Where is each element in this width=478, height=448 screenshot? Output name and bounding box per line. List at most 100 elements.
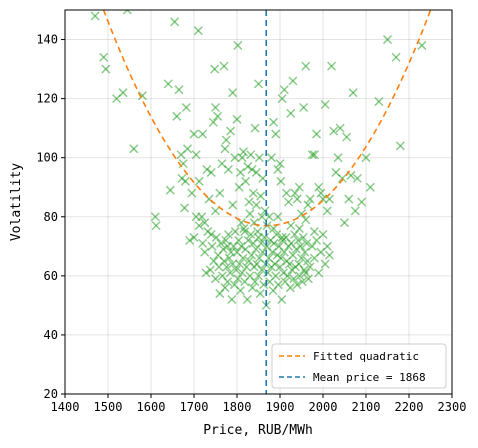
scatter-point	[278, 268, 288, 278]
scatter-point	[118, 88, 128, 98]
scatter-point	[277, 232, 287, 242]
scatter-point	[269, 238, 279, 248]
scatter-point	[291, 244, 301, 254]
scatter-point	[275, 159, 285, 169]
scatter-point	[228, 88, 238, 98]
scatter-point	[335, 123, 345, 133]
scatter-point	[240, 227, 250, 237]
scatter-point	[183, 144, 193, 154]
scatter-point	[219, 256, 229, 266]
scatter-point	[198, 238, 208, 248]
scatter-point	[290, 188, 300, 198]
scatter-point	[99, 52, 109, 62]
scatter-point	[228, 200, 238, 210]
x-tick-label: 1800	[223, 400, 252, 414]
scatter-point	[294, 182, 304, 192]
scatter-point	[201, 268, 211, 278]
scatter-point	[236, 218, 246, 228]
scatter-point	[352, 173, 362, 183]
scatter-point	[220, 283, 230, 293]
scatter-point	[241, 262, 251, 272]
scatter-point	[296, 209, 307, 219]
scatter-point	[122, 10, 132, 15]
scatter-point	[277, 294, 287, 305]
scatter-point	[339, 218, 350, 228]
scatter-point	[210, 64, 220, 74]
scatter-point	[230, 153, 240, 163]
scatter-point	[218, 244, 228, 254]
scatter-point	[292, 194, 302, 204]
scatter-point	[300, 247, 310, 257]
scatter-point	[305, 262, 315, 272]
scatter-point	[361, 153, 371, 163]
scatter-point	[90, 11, 100, 21]
scatter-point	[172, 111, 182, 121]
scatter-point	[256, 238, 266, 248]
y-tick-label: 40	[44, 328, 58, 342]
scatter-point	[302, 256, 313, 266]
scatter-point	[276, 176, 286, 186]
scatter-point	[257, 265, 267, 275]
scatter-point	[150, 212, 160, 222]
scatter-point	[298, 232, 308, 242]
scatter-point	[266, 153, 276, 163]
scatter-point	[273, 212, 283, 222]
scatter-point	[233, 274, 243, 284]
scatter-point	[263, 268, 273, 278]
scatter-point	[314, 182, 324, 192]
scatter-point	[296, 253, 307, 263]
scatter-point	[206, 229, 216, 240]
scatter-point	[246, 229, 256, 240]
scatter-point	[234, 235, 244, 245]
scatter-point	[189, 129, 199, 139]
scatter-point	[174, 85, 184, 95]
scatter-point	[318, 229, 328, 240]
scatter-point	[260, 206, 270, 216]
plot-frame	[64, 9, 453, 395]
scatter-point	[253, 79, 264, 89]
legend-fit-label: Fitted quadratic	[313, 350, 419, 363]
scatter-point	[312, 129, 322, 139]
x-tick-label: 1900	[266, 400, 295, 414]
y-axis-label: Volatility	[9, 163, 24, 241]
legend-mean-label: Mean price = 1868	[313, 371, 426, 384]
scatter-point	[271, 271, 281, 281]
scatter-point	[207, 241, 217, 251]
scatter-point	[296, 241, 306, 251]
scatter-point	[205, 265, 215, 275]
scatter-point	[200, 247, 210, 257]
scatter-point	[348, 88, 358, 98]
scatter-point	[185, 235, 195, 245]
x-tick-label: 1600	[137, 400, 166, 414]
scatter-point	[200, 218, 210, 228]
scatter-point	[337, 173, 347, 183]
scatter-point	[357, 197, 367, 207]
scatter-point	[255, 289, 265, 299]
scatter-point	[320, 99, 330, 110]
scatter-point	[295, 271, 305, 281]
x-tick-label: 2200	[395, 400, 424, 414]
scatter-point	[202, 164, 212, 175]
scatter-point	[292, 280, 302, 290]
x-tick-label: 1400	[51, 400, 80, 414]
scatter-point	[307, 241, 317, 251]
scatter-point	[281, 188, 291, 198]
scatter-point	[302, 238, 312, 248]
scatter-point	[101, 64, 111, 74]
scatter-point	[187, 188, 197, 198]
scatter-point	[333, 153, 343, 163]
scatter-point	[279, 247, 289, 257]
scatter-point	[198, 129, 208, 139]
scatter-point	[247, 283, 258, 293]
fitted-quadratic-curve	[102, 10, 432, 227]
scatter-point	[163, 79, 173, 89]
scatter-point	[181, 102, 191, 113]
scatter-point	[208, 117, 218, 127]
scatter-point	[248, 188, 258, 198]
scatter-point	[314, 268, 324, 278]
scatter-point	[322, 241, 332, 251]
scatter-point	[253, 271, 264, 281]
scatter-point	[247, 250, 257, 260]
scatter-point	[342, 132, 352, 142]
y-tick-label: 140	[36, 33, 58, 47]
